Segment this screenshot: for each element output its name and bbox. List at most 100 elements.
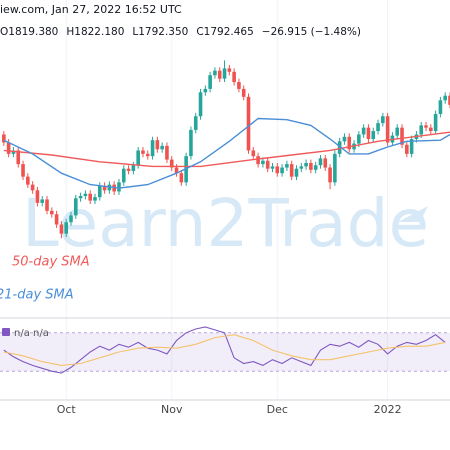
candle-body bbox=[121, 168, 126, 183]
rsi-line bbox=[3, 334, 446, 366]
candle-body bbox=[328, 167, 332, 183]
candle-body bbox=[50, 210, 54, 215]
candle-body bbox=[73, 198, 78, 216]
candle-body bbox=[265, 160, 270, 169]
candle-body bbox=[227, 68, 232, 72]
ohlc-value: O1819.380 bbox=[0, 26, 58, 38]
x-tick-label: 2022 bbox=[374, 403, 402, 416]
candle-body bbox=[438, 100, 443, 114]
candle-body bbox=[45, 199, 49, 211]
candle-body bbox=[424, 125, 428, 128]
candle-body bbox=[371, 131, 376, 140]
candle-body bbox=[256, 156, 260, 165]
candle-body bbox=[78, 196, 83, 199]
x-tick-label: Nov bbox=[161, 403, 183, 416]
candle-body bbox=[342, 136, 347, 142]
candle-body bbox=[126, 168, 131, 171]
sma-label: 21-day SMA bbox=[0, 288, 74, 303]
candle-body bbox=[246, 96, 251, 151]
candle-body bbox=[208, 75, 212, 89]
candle-body bbox=[203, 88, 208, 93]
sma-line bbox=[3, 117, 450, 189]
candle-body bbox=[83, 193, 88, 197]
sma-line bbox=[3, 131, 450, 168]
candle-body bbox=[35, 190, 40, 203]
candle-body bbox=[141, 150, 145, 154]
candle-body bbox=[361, 127, 366, 135]
candle-body bbox=[261, 160, 265, 165]
candle-body bbox=[6, 142, 11, 154]
candle-body bbox=[299, 166, 304, 169]
candle-body bbox=[313, 165, 318, 170]
candle-body bbox=[337, 141, 342, 154]
candle-body bbox=[400, 127, 404, 145]
header: iew.com, Jan 27, 2022 16:52 UTC bbox=[0, 3, 182, 16]
candle-body bbox=[409, 139, 414, 154]
plot-area bbox=[2, 60, 450, 239]
candle-body bbox=[405, 144, 409, 154]
candle-body bbox=[251, 150, 256, 157]
rsi-icon bbox=[2, 328, 10, 336]
candle-body bbox=[2, 134, 6, 143]
candle-body bbox=[309, 162, 313, 170]
candle-body bbox=[285, 164, 289, 168]
watermark-arrow bbox=[398, 206, 428, 222]
sma-label: 50-day SMA bbox=[12, 255, 90, 270]
candle-body bbox=[59, 224, 64, 234]
candle-body bbox=[347, 136, 352, 150]
candle-body bbox=[304, 162, 308, 167]
candle-body bbox=[69, 215, 73, 223]
candle-body bbox=[419, 125, 424, 135]
candle-body bbox=[150, 140, 155, 157]
watermark: Learn2Trade bbox=[22, 185, 429, 262]
candle-body bbox=[222, 68, 227, 79]
candle-body bbox=[232, 71, 236, 83]
candle-body bbox=[376, 123, 380, 132]
ohlc-value: H1822.180 bbox=[66, 26, 124, 38]
candle-body bbox=[117, 182, 121, 192]
candle-body bbox=[102, 185, 107, 191]
candle-body bbox=[155, 140, 160, 150]
candle-body bbox=[443, 95, 448, 101]
candle-body bbox=[189, 129, 193, 157]
x-tick-label: Oct bbox=[57, 403, 77, 416]
candle-body bbox=[280, 167, 284, 174]
candle-body bbox=[174, 167, 179, 174]
ohlc-value: L1792.350 bbox=[132, 26, 188, 38]
candle-body bbox=[294, 168, 299, 177]
candle-body bbox=[217, 70, 222, 79]
candle-body bbox=[366, 127, 371, 140]
candle-body bbox=[16, 150, 21, 165]
candle-body bbox=[26, 176, 30, 185]
candle-body bbox=[193, 116, 198, 130]
candle-body bbox=[21, 164, 25, 177]
candle-body bbox=[241, 88, 246, 97]
candle-body bbox=[323, 158, 328, 168]
ohlc-value: C1792.465 bbox=[196, 26, 253, 38]
rsi-line bbox=[3, 326, 446, 374]
candle-body bbox=[381, 116, 385, 124]
candle-body bbox=[179, 173, 184, 183]
candle-body bbox=[289, 164, 294, 177]
rsi-band bbox=[0, 332, 450, 372]
candle-body bbox=[165, 145, 169, 160]
candle-body bbox=[385, 116, 390, 143]
candle-body bbox=[318, 158, 323, 166]
candle-body bbox=[97, 185, 102, 198]
rsi-label: n/a n/a bbox=[14, 328, 49, 339]
candle-body bbox=[429, 127, 433, 132]
candle-body bbox=[169, 159, 174, 168]
ohlc-value: −26.915 (−1.48%) bbox=[262, 26, 361, 38]
candle-body bbox=[30, 184, 35, 191]
candle-body bbox=[357, 134, 361, 144]
grid bbox=[65, 0, 389, 400]
candle-body bbox=[40, 199, 45, 203]
candle-body bbox=[136, 150, 140, 166]
candle-body bbox=[54, 214, 59, 225]
candle-body bbox=[213, 70, 217, 76]
candle-body bbox=[448, 95, 450, 105]
candle-body bbox=[270, 166, 275, 169]
candle-body bbox=[131, 165, 136, 171]
candle-body bbox=[275, 166, 280, 174]
